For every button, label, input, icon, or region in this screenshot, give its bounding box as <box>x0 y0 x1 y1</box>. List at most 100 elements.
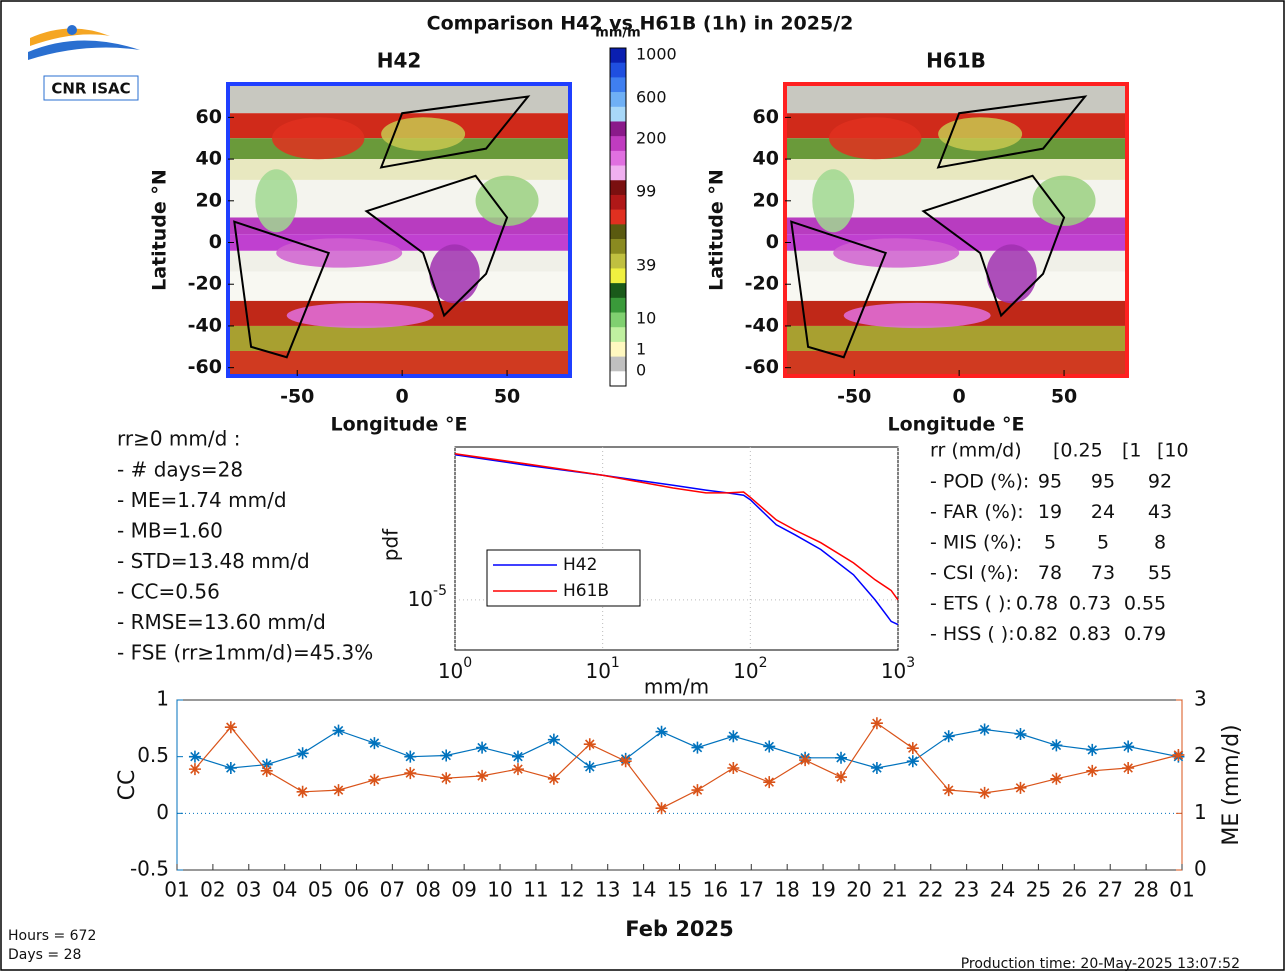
colorbar-segment <box>610 150 626 166</box>
marker <box>691 741 704 754</box>
marker <box>978 786 991 799</box>
marker <box>942 784 955 797</box>
colorbar-segment <box>610 371 626 387</box>
marker <box>1014 781 1027 794</box>
y2-axis-label: ME (mm/d) <box>1219 724 1244 845</box>
score-name: - CSI (%): <box>930 562 1019 584</box>
colorbar-tick-label: 1000 <box>636 45 677 64</box>
score-name: - HSS ( ): <box>930 623 1015 645</box>
marker <box>619 755 632 768</box>
marker <box>404 767 417 780</box>
precip-area <box>429 244 480 304</box>
colorbar-segment <box>610 253 626 269</box>
marker <box>260 764 273 777</box>
colorbar-segment <box>610 209 626 225</box>
marker <box>1050 772 1063 785</box>
y-axis-label: pdf <box>379 528 403 561</box>
marker <box>224 721 237 734</box>
x-tick-label: 0 <box>396 386 409 408</box>
colorbar-label: mm/m <box>595 26 640 41</box>
marker <box>655 725 668 738</box>
colorbar-tick-label: 200 <box>636 129 667 148</box>
marker <box>476 741 489 754</box>
marker <box>906 755 919 768</box>
x-tick-label: 15 <box>667 878 692 902</box>
score-name: - FAR (%): <box>930 501 1024 523</box>
legend-label: H42 <box>563 555 597 575</box>
scores-header: [1 <box>1122 440 1142 462</box>
x-tick-label: 25 <box>1026 878 1051 902</box>
x-tick-label: 06 <box>344 878 369 902</box>
legend-label: H61B <box>563 581 609 601</box>
precip-area <box>843 302 991 329</box>
marker <box>440 749 453 762</box>
marker <box>332 784 345 797</box>
score-value: 78 <box>1038 562 1062 584</box>
y-tick-label: 60 <box>753 106 779 128</box>
x-tick-label: 20 <box>846 878 871 902</box>
y2-tick-label: 3 <box>1194 687 1207 711</box>
x-tick-label: 28 <box>1133 878 1158 902</box>
x-axis-label: Feb 2025 <box>625 917 734 941</box>
precip-area <box>272 117 365 160</box>
marker <box>870 762 883 774</box>
colorbar-segment <box>610 62 626 78</box>
marker <box>368 773 381 786</box>
marker <box>440 772 453 785</box>
logo-dot <box>67 25 77 35</box>
scores-header: [0.25 <box>1053 440 1103 462</box>
colorbar-segment <box>610 341 626 357</box>
map-field <box>228 84 570 376</box>
scores-header: [10 <box>1157 440 1189 462</box>
map-title: H61B <box>926 49 986 73</box>
x-tick-label: 09 <box>451 878 476 902</box>
colorbar-segment <box>610 194 626 210</box>
score-value: 0.83 <box>1069 623 1111 645</box>
series-line <box>194 728 1179 769</box>
y-tick-label: 40 <box>753 148 779 170</box>
marker <box>835 751 848 764</box>
stats-line: - ME=1.74 mm/d <box>117 488 287 512</box>
precip-band <box>228 159 570 180</box>
precip-band <box>228 217 570 235</box>
colorbar-segment <box>610 224 626 240</box>
marker <box>691 784 704 797</box>
marker <box>727 730 740 743</box>
score-value: 0.82 <box>1016 623 1058 645</box>
y-axis-label: Latitude °N <box>706 169 728 291</box>
x-tick-label: 19 <box>810 878 835 902</box>
score-value: 0.78 <box>1016 593 1058 615</box>
y-tick-label: 0 <box>766 231 779 253</box>
marker <box>188 750 201 763</box>
x-tick-label: 02 <box>200 878 225 902</box>
legend-box <box>486 549 641 607</box>
marker <box>476 769 489 782</box>
marker <box>224 762 237 774</box>
stats-line: - RMSE=13.60 mm/d <box>117 610 326 634</box>
x-axis-label: Longitude °E <box>331 414 468 436</box>
colorbar-segment <box>610 312 626 328</box>
colorbar-segment <box>610 121 626 137</box>
precip-area <box>938 117 1023 151</box>
y-tick-label: 10-5 <box>408 583 447 611</box>
colorbar-segment <box>610 106 626 122</box>
score-value: 0.73 <box>1069 593 1111 615</box>
colorbar-tick-label: 39 <box>636 256 656 275</box>
x-tick-label: 103 <box>881 655 915 683</box>
plot-area <box>176 699 1183 871</box>
x-tick-label: 03 <box>236 878 261 902</box>
colorbar-segment <box>610 92 626 108</box>
series-line <box>454 453 899 626</box>
precip-area <box>986 244 1037 304</box>
x-tick-label: 0 <box>953 386 966 408</box>
score-value: 95 <box>1091 471 1115 493</box>
colorbar-segment <box>610 327 626 343</box>
marker <box>978 723 991 736</box>
precip-area <box>255 169 298 233</box>
marker <box>1014 728 1027 740</box>
score-value: 0.79 <box>1124 623 1166 645</box>
x-tick-label: 14 <box>631 878 656 902</box>
y-tick-label: -60 <box>188 356 222 378</box>
y-tick-label: 0 <box>156 800 169 824</box>
y-tick-label: 0 <box>209 231 222 253</box>
